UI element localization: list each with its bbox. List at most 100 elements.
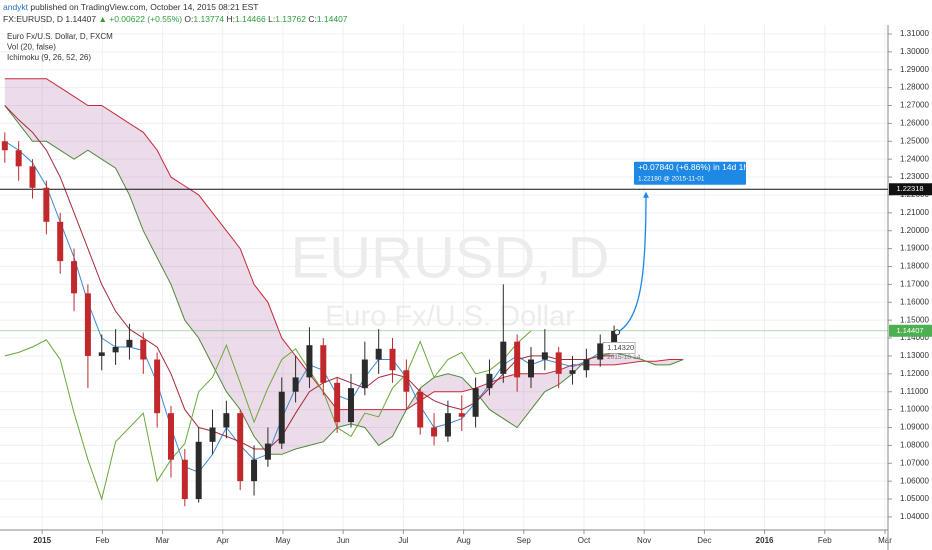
projection-arrow — [616, 195, 647, 333]
change: ▲ +0.00622 (+0.55%) — [98, 14, 183, 24]
arrow-head — [642, 191, 649, 198]
x-tick-label: Aug — [456, 536, 470, 545]
o: 1.13774 — [193, 14, 225, 24]
candle-body — [334, 382, 341, 423]
candle-body — [514, 341, 521, 378]
arrow-start — [614, 329, 621, 336]
candle-body — [167, 413, 174, 460]
y-tick-label: 1.10000 — [900, 405, 929, 414]
cloud-fill — [4, 78, 684, 455]
published: published on TradingView.com, October 14… — [30, 2, 259, 12]
candle-body — [375, 348, 382, 360]
candle-body — [472, 388, 479, 417]
candle-body — [209, 427, 216, 442]
author[interactable]: andykt — [3, 2, 29, 12]
y-tick-label: 1.14000 — [900, 333, 929, 342]
x-tick-label: Dec — [697, 536, 711, 545]
measure-box — [633, 161, 746, 185]
candle-body — [583, 359, 590, 371]
watermark: EURUSD, D — [290, 225, 609, 290]
watermark-subtitle: Euro Fx/U.S. Dollar — [325, 301, 575, 333]
y-tick-label: 1.31000 — [900, 29, 929, 38]
y-tick-label: 1.13000 — [900, 351, 929, 360]
x-tick-label: Apr — [217, 536, 230, 545]
y-tick-label: 1.05000 — [900, 494, 929, 503]
candle-body — [458, 413, 465, 417]
study-label: Ichimoku (9, 26, 52, 26) — [7, 53, 91, 62]
header: andykt published on TradingView.com, Oct… — [3, 1, 348, 25]
c: 1.14407 — [316, 14, 348, 24]
publish-line: andykt published on TradingView.com, Oct… — [3, 1, 348, 13]
candle-body — [555, 352, 562, 374]
y-tick-label: 1.17000 — [900, 279, 929, 288]
x-tick-label: Nov — [637, 536, 651, 545]
candle-body — [251, 459, 258, 482]
y-tick-label: 1.07000 — [900, 458, 929, 467]
y-tick-label: 1.16000 — [900, 297, 929, 306]
candle-body — [444, 413, 451, 437]
x-tick-label: 2016 — [756, 536, 774, 545]
candle-body — [611, 330, 618, 344]
candle-body — [29, 166, 36, 188]
candle-body — [417, 391, 424, 428]
candle-body — [264, 443, 271, 460]
candle-body — [223, 413, 230, 428]
candle-body — [403, 370, 410, 392]
price-label: 1.14407 — [896, 326, 923, 335]
l-label: L: — [268, 14, 276, 24]
candle-body — [140, 339, 147, 360]
price-label: 1.22318 — [896, 184, 923, 193]
measure-detail: 1.22180 @ 2015-11-01 — [638, 175, 705, 182]
candle-body — [486, 373, 493, 389]
x-tick-label: 2015 — [33, 536, 51, 545]
study-label: Vol (20, false) — [7, 43, 56, 52]
x-tick-label: Sep — [517, 536, 532, 545]
quote-line: FX:EURUSD, D 1.14407 ▲ +0.00622 (+0.55%)… — [3, 13, 348, 25]
candle-body — [1, 141, 8, 151]
last: 1.14407 — [65, 14, 97, 24]
indicator-line — [4, 105, 615, 450]
candle-body — [361, 359, 368, 389]
candle-body — [541, 352, 548, 360]
x-tick-label: Mar — [156, 536, 170, 545]
candle-body — [71, 261, 78, 294]
candle-body — [181, 459, 188, 500]
x-tick-label: Feb — [95, 536, 109, 545]
y-tick-label: 1.09000 — [900, 423, 929, 432]
candle-body — [306, 345, 313, 378]
start-label: 1.14320 — [607, 343, 634, 352]
candle-body — [98, 352, 105, 356]
candle-body — [431, 427, 438, 437]
candle-body — [15, 150, 22, 167]
x-tick-label: May — [275, 536, 290, 545]
y-tick-label: 1.21000 — [900, 208, 929, 217]
y-tick-label: 1.23000 — [900, 172, 929, 181]
x-tick-label: Jun — [337, 536, 350, 545]
symbol: FX:EURUSD, D — [3, 14, 63, 24]
y-tick-label: 1.06000 — [900, 476, 929, 485]
x-tick-label: Oct — [578, 536, 591, 545]
y-tick-label: 1.15000 — [900, 315, 929, 324]
y-tick-label: 1.12000 — [900, 369, 929, 378]
y-tick-label: 1.25000 — [900, 136, 929, 145]
candle-body — [500, 341, 507, 374]
price-label-box — [889, 324, 932, 337]
indicator-line — [4, 330, 532, 501]
candle-body — [320, 345, 327, 383]
price-label-box — [889, 183, 932, 196]
x-tick-label: Feb — [818, 536, 832, 545]
y-tick-label: 1.28000 — [900, 83, 929, 92]
y-tick-label: 1.04000 — [900, 512, 929, 521]
y-tick-label: 1.29000 — [900, 65, 929, 74]
measure-text: +0.07840 (+6.86%) in 14d 1h — [638, 162, 748, 172]
l: 1.13762 — [275, 14, 306, 24]
start-date: 2015-10-14 — [607, 354, 641, 361]
x-tick-label: Mar — [878, 536, 892, 545]
candle-body — [569, 370, 576, 374]
y-tick-label: 1.30000 — [900, 47, 929, 56]
x-tick-label: Jul — [398, 536, 408, 545]
h-label: H: — [226, 14, 236, 24]
y-tick-label: 1.08000 — [900, 440, 929, 449]
candle-body — [278, 391, 285, 444]
